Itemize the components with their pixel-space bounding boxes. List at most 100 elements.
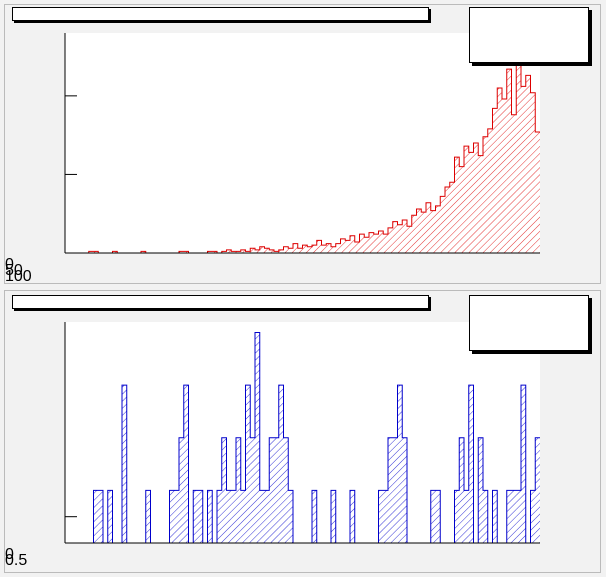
histogram-bar — [240, 490, 246, 543]
histogram-bar — [440, 196, 445, 253]
histogram-bar — [269, 249, 274, 253]
histogram-bar — [354, 242, 360, 253]
histogram-bar — [525, 75, 531, 253]
histogram-bar — [449, 182, 455, 253]
histogram-bar — [383, 234, 388, 253]
histogram-bar — [369, 232, 374, 253]
histogram-bar — [388, 437, 393, 543]
histogram-bar — [516, 62, 521, 253]
histogram-bar — [388, 227, 393, 253]
histogram-bar — [274, 437, 279, 543]
histogram-bar — [340, 238, 346, 253]
histogram-bar — [331, 246, 336, 253]
y-tick-label: 50 — [5, 262, 23, 279]
histogram-bar — [530, 490, 536, 543]
histogram-bar — [497, 88, 502, 253]
histogram-bar — [274, 251, 279, 253]
histogram-bar — [378, 490, 384, 543]
histogram-bar — [502, 99, 507, 253]
histogram-bar — [264, 490, 270, 543]
y-tick-label: 100 — [5, 268, 32, 285]
histogram-bar — [169, 490, 175, 543]
histogram-bar — [255, 332, 260, 543]
histogram-bar — [378, 231, 384, 253]
histogram-bar — [321, 245, 327, 253]
histogram-bar — [288, 248, 293, 253]
histogram-bar — [221, 437, 227, 543]
histogram-bar — [421, 212, 426, 253]
histogram-bar — [468, 152, 474, 253]
histogram-bar — [392, 221, 398, 253]
histogram-bar — [383, 490, 388, 543]
histogram-bar — [397, 385, 403, 543]
histogram-bar — [478, 437, 483, 543]
histogram-bar — [535, 132, 540, 253]
histogram-bar — [255, 249, 260, 253]
histogram-bar — [402, 437, 407, 543]
histogram-bar — [88, 251, 94, 253]
histogram-bar — [326, 243, 331, 253]
histogram-bar — [297, 248, 303, 253]
histogram-bar — [207, 490, 213, 543]
histogram-bar — [98, 490, 103, 543]
histogram-bar — [278, 249, 284, 253]
stats-box — [469, 295, 589, 351]
histogram-bar — [145, 490, 151, 543]
histogram-bar — [511, 490, 517, 543]
histogram-bar — [259, 490, 265, 543]
histogram-bar — [350, 490, 355, 543]
histogram-bar — [511, 114, 517, 253]
histogram-bar — [345, 240, 350, 253]
histogram-bar — [269, 437, 274, 543]
histogram-bar — [198, 490, 203, 543]
histogram-bar — [107, 490, 113, 543]
histogram-bar — [236, 251, 241, 253]
histogram-bar — [264, 248, 270, 253]
histogram-bar — [179, 437, 184, 543]
histogram-bar — [245, 251, 251, 253]
histogram-bar — [283, 246, 289, 253]
histogram-bar — [521, 86, 526, 253]
histogram-bar — [226, 249, 232, 253]
histogram-bar — [468, 385, 474, 543]
y-tick-label: 0 — [5, 256, 14, 273]
histogram-bar — [250, 248, 255, 253]
histogram-bar — [331, 490, 336, 543]
histogram-bar — [426, 202, 431, 253]
histogram-bar — [193, 490, 198, 543]
histogram-bar — [506, 69, 512, 254]
histogram-bar — [407, 226, 412, 253]
histogram-bar — [397, 224, 403, 253]
histogram-bar — [93, 251, 99, 253]
histogram-bar — [221, 251, 227, 253]
histogram-bar — [435, 205, 441, 253]
histogram-bar — [240, 249, 246, 253]
histogram-bar — [302, 245, 308, 253]
histogram-bar — [350, 235, 355, 253]
histogram-bar — [473, 143, 479, 253]
histogram-bar — [445, 187, 450, 253]
histogram-bar — [478, 155, 483, 253]
histogram-bar — [487, 128, 493, 253]
histogram-bar — [226, 490, 232, 543]
histogram-bar — [236, 437, 241, 543]
histogram-bar — [174, 490, 179, 543]
histogram-bar — [392, 437, 398, 543]
histogram-bar — [516, 490, 521, 543]
histogram-bar — [231, 490, 236, 543]
histogram-bar — [454, 157, 460, 253]
histogram-bar — [459, 166, 464, 253]
histogram-bar — [283, 437, 289, 543]
histogram-bar — [217, 490, 222, 543]
histogram-bar — [492, 108, 498, 253]
histogram-bar — [411, 215, 417, 253]
histogram-bar — [430, 210, 436, 253]
histogram-bar — [112, 251, 118, 253]
histogram-bar — [93, 490, 99, 543]
histogram-bar — [312, 490, 317, 543]
title-box — [12, 7, 429, 21]
histogram-bar — [464, 146, 469, 253]
histogram-bar — [430, 490, 436, 543]
histogram-bar — [335, 243, 341, 253]
histogram-bar — [535, 437, 540, 543]
